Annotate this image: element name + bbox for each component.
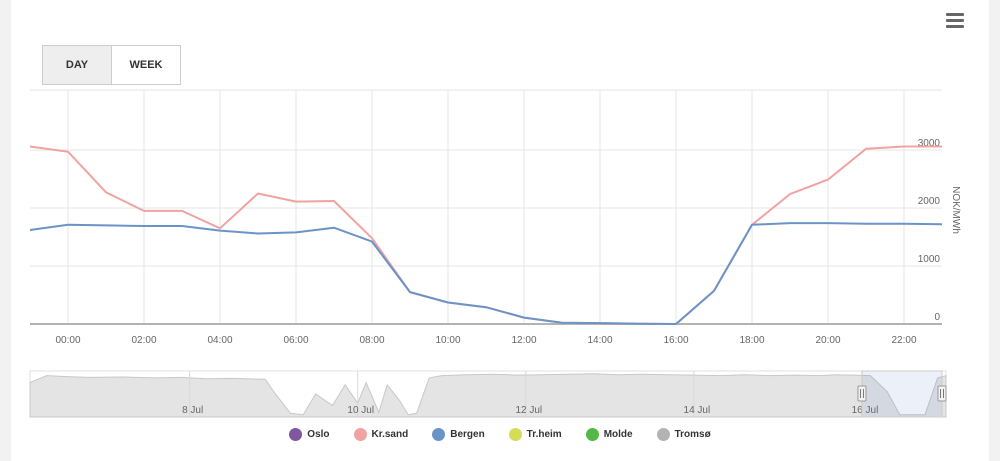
legend-label: Tromsø (674, 429, 711, 440)
x-tick-label: 18:00 (739, 335, 764, 346)
navigator-right-handle[interactable] (937, 385, 947, 402)
legend-item-kr-sand[interactable]: Kr.sand (353, 428, 409, 441)
legend-marker (432, 428, 446, 441)
navigator-date-label: 10 Jul (347, 405, 374, 416)
legend-marker (656, 428, 670, 441)
x-tick-label: 00:00 (55, 335, 80, 346)
navigator: 8 Jul 10 Jul 12 Jul 14 Jul 16 Jul (29, 370, 947, 418)
x-tick-label: 14:00 (587, 335, 612, 346)
legend-marker (585, 428, 599, 441)
navigator-series-area (29, 373, 947, 418)
legend-marker (289, 428, 303, 441)
x-tick-label: 06:00 (283, 335, 308, 346)
x-tick-label: 12:00 (511, 335, 536, 346)
x-tick-label: 22:00 (891, 335, 916, 346)
series-line-kr-sand (29, 145, 942, 325)
x-tick-label: 04:00 (207, 335, 232, 346)
series-lines (29, 145, 943, 325)
legend-marker (508, 428, 522, 441)
navigator-left-handle[interactable] (857, 385, 867, 402)
range-week-button[interactable]: WEEK (111, 46, 180, 84)
series-line-bergen (29, 222, 943, 325)
legend: Oslo Kr.sand Bergen Tr.heim Molde Tromsø (0, 428, 1000, 441)
y-tick-label: 3000 (918, 138, 941, 149)
legend-item-molde[interactable]: Molde (585, 428, 633, 441)
grid-lines (30, 89, 942, 325)
hamburger-menu-icon[interactable] (946, 13, 964, 28)
legend-item-oslo[interactable]: Oslo (289, 428, 330, 441)
legend-label: Tr.heim (526, 429, 562, 440)
legend-item-troms-[interactable]: Tromsø (656, 428, 711, 441)
navigator-date-label: 12 Jul (515, 405, 542, 416)
navigator-date-label: 14 Jul (684, 405, 711, 416)
x-tick-label: 02:00 (131, 335, 156, 346)
legend-item-bergen[interactable]: Bergen (432, 428, 485, 441)
y-tick-label: 0 (934, 312, 940, 323)
y-tick-label: 1000 (918, 254, 941, 265)
navigator-date-label: 16 Jul (852, 405, 879, 416)
legend-label: Kr.sand (371, 429, 409, 440)
x-tick-label: 08:00 (359, 335, 384, 346)
x-tick-label: 20:00 (815, 335, 840, 346)
legend-item-tr-heim[interactable]: Tr.heim (508, 428, 562, 441)
x-tick-label: 10:00 (435, 335, 460, 346)
navigator-selected-range[interactable] (861, 370, 943, 418)
y-tick-label: 2000 (918, 196, 941, 207)
legend-label: Oslo (307, 429, 330, 440)
x-tick-label: 16:00 (663, 335, 688, 346)
range-day-button[interactable]: DAY (43, 46, 111, 84)
y-axis-title: NOK/MWh (950, 186, 961, 234)
y-axis-ticks: 0 1000 2000 3000 (918, 138, 941, 323)
navigator-date-label: 8 Jul (182, 405, 203, 416)
x-axis-ticks: 00:00 02:00 04:00 06:00 08:00 10:00 12:00 14:00… (55, 335, 916, 346)
range-selector: DAY WEEK (42, 45, 181, 85)
legend-label: Molde (603, 429, 633, 440)
legend-marker (353, 428, 367, 441)
legend-label: Bergen (450, 429, 485, 440)
